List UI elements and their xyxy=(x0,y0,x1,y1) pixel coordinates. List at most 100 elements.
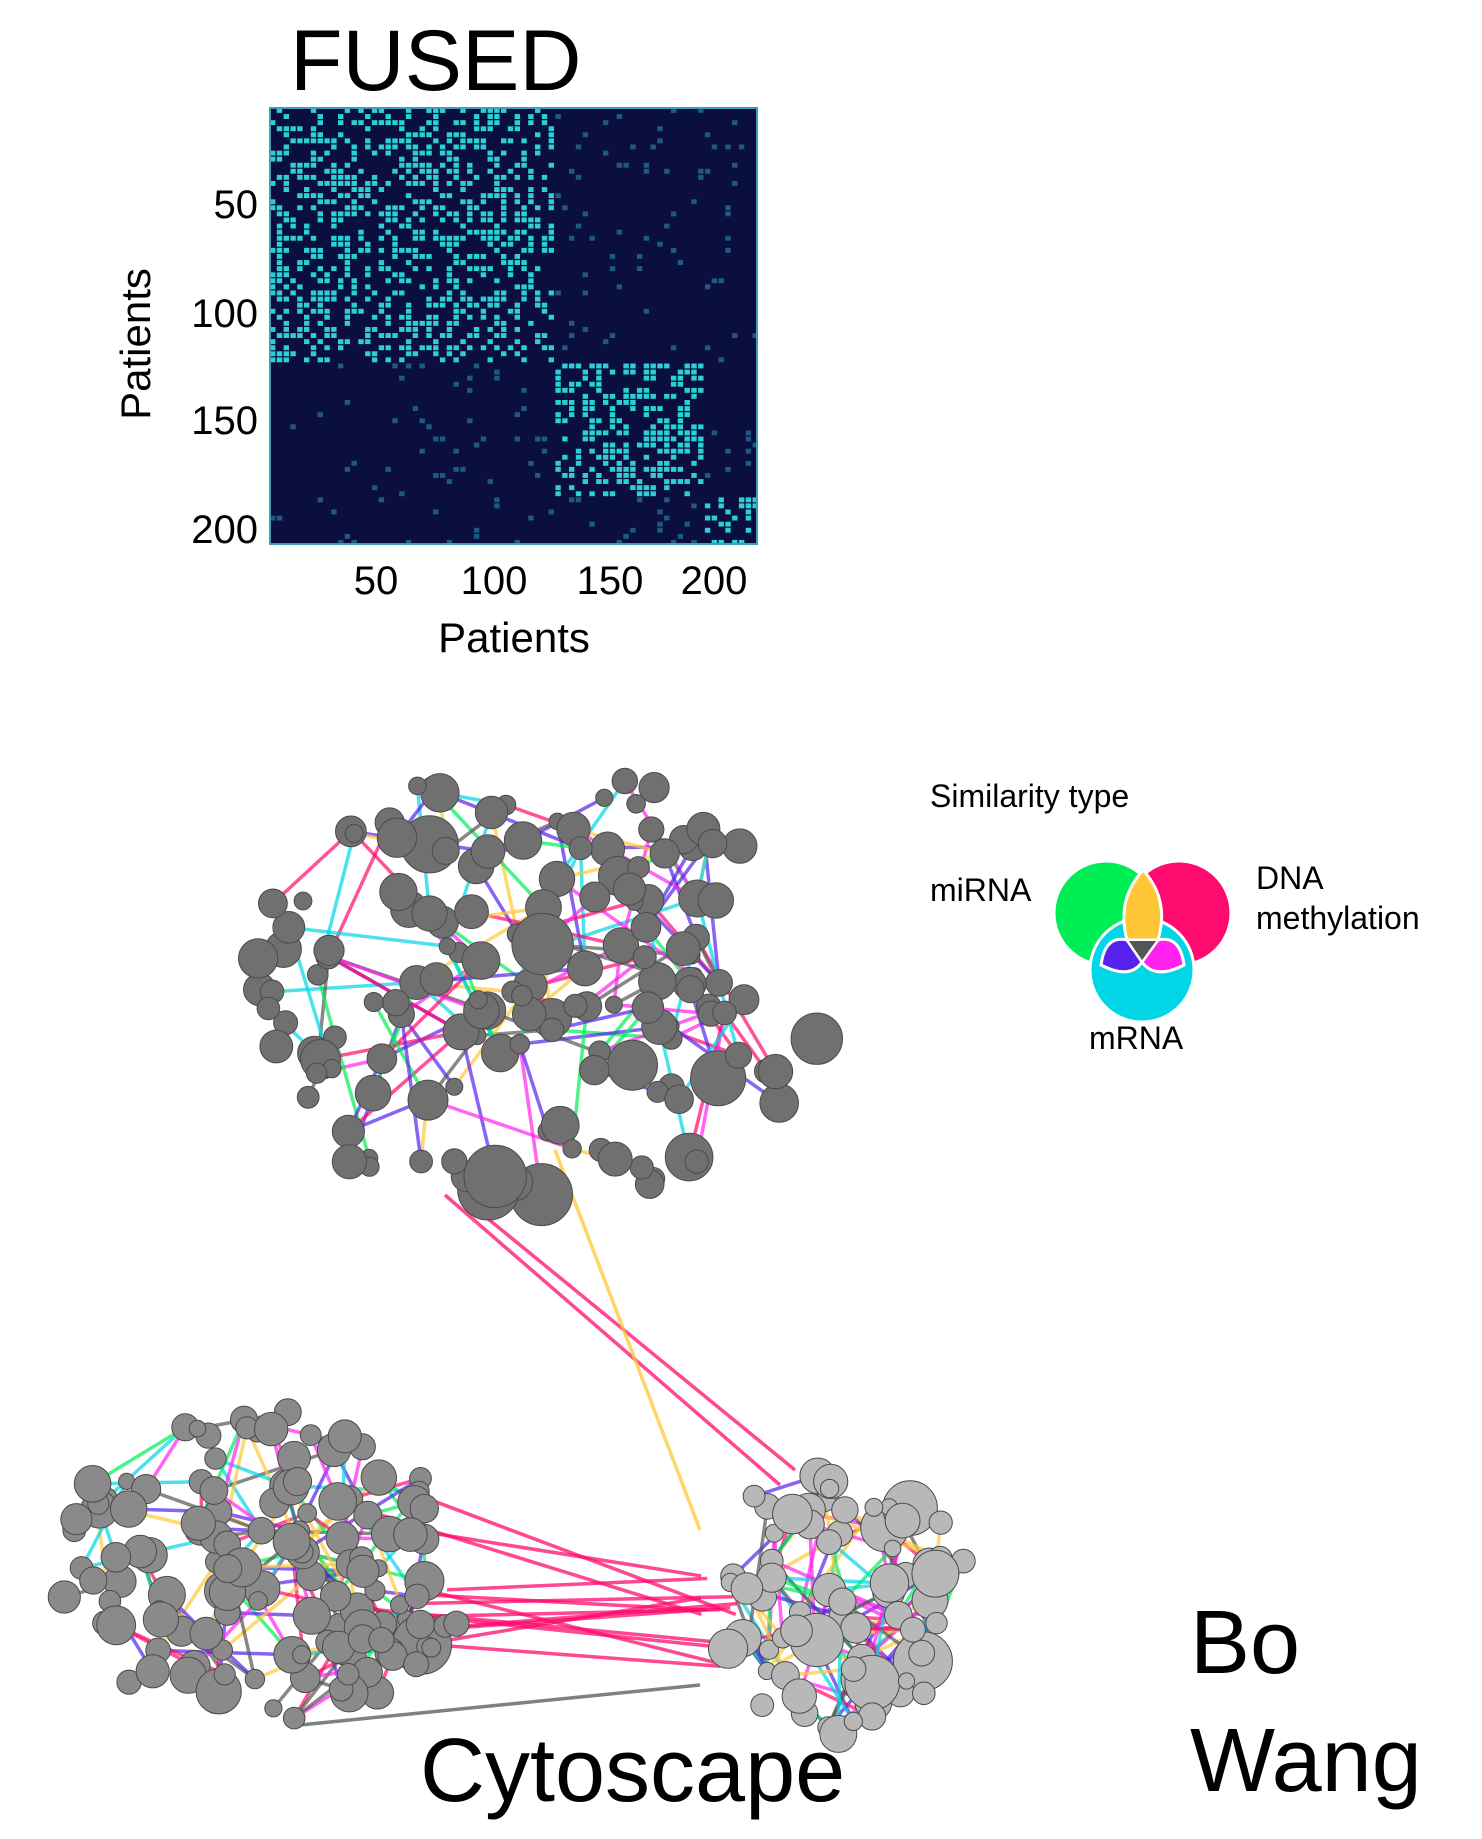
heatmap-cell xyxy=(541,235,548,241)
heatmap-cell xyxy=(276,260,283,265)
heatmap-cell xyxy=(494,497,500,503)
heatmap-cell xyxy=(338,114,344,119)
network-node xyxy=(563,993,588,1018)
heatmap-cell xyxy=(562,400,568,405)
heatmap-cell xyxy=(514,308,520,314)
heatmap-cell xyxy=(480,266,487,272)
heatmap-cell xyxy=(283,308,289,314)
heatmap-cell xyxy=(371,314,378,320)
heatmap-cell xyxy=(555,381,561,387)
heatmap-cell xyxy=(338,168,344,174)
heatmap-cell xyxy=(745,515,752,521)
network-node xyxy=(568,836,593,861)
heatmap-cell xyxy=(582,406,588,411)
network-node xyxy=(831,1496,859,1524)
network-node xyxy=(331,1114,365,1149)
heatmap-cell xyxy=(582,436,588,442)
heatmap-cell xyxy=(385,114,391,119)
x-tick-label: 50 xyxy=(354,559,399,603)
heatmap-cell xyxy=(385,229,391,235)
heatmap-cell xyxy=(643,430,650,436)
heatmap-cell xyxy=(399,327,405,332)
heatmap-cell xyxy=(514,120,520,126)
heatmap-cell xyxy=(684,406,690,411)
heatmap-cell xyxy=(535,436,541,442)
heatmap-cell xyxy=(616,400,622,405)
heatmap-cell xyxy=(378,333,385,338)
heatmap-cell xyxy=(555,466,561,472)
heatmap-cell xyxy=(297,235,303,241)
heatmap-cell xyxy=(460,120,466,126)
inter-cluster-edge xyxy=(299,1683,701,1727)
heatmap-cell xyxy=(732,120,738,126)
heatmap-cell xyxy=(507,138,514,144)
heatmap-cell xyxy=(297,162,303,168)
heatmap-cell xyxy=(603,442,609,448)
heatmap-cell xyxy=(392,241,398,247)
heatmap-cell xyxy=(677,448,684,454)
heatmap-cell xyxy=(657,436,663,442)
heatmap-cell xyxy=(365,272,371,278)
heatmap-cell xyxy=(405,339,412,345)
heatmap-cell xyxy=(494,247,500,253)
heatmap-chart: 50 100 150 200 50 100 150 200 Patients P… xyxy=(112,107,758,661)
heatmap-cell xyxy=(371,174,378,180)
heatmap-cell xyxy=(745,448,752,454)
heatmap-cell xyxy=(419,235,425,241)
network-nodes xyxy=(47,767,976,1753)
heatmap-cell xyxy=(487,156,493,162)
heatmap-cell xyxy=(528,199,534,205)
heatmap-cell xyxy=(317,320,323,326)
network-node xyxy=(421,1637,442,1658)
heatmap-cell xyxy=(433,314,439,320)
heatmap-cell xyxy=(691,393,697,399)
heatmap-cell xyxy=(494,223,500,229)
heatmap-cell xyxy=(419,320,425,326)
heatmap-cell xyxy=(385,357,391,363)
heatmap-cell xyxy=(371,485,378,491)
heatmap-cell xyxy=(270,339,276,345)
heatmap-cell xyxy=(304,357,310,363)
heatmap-cell xyxy=(698,387,704,393)
heatmap-cell xyxy=(331,138,337,144)
heatmap-cell xyxy=(501,254,507,259)
heatmap-cell xyxy=(460,308,466,314)
heatmap-cell xyxy=(514,436,520,442)
heatmap-cell xyxy=(426,333,432,338)
heatmap-cell xyxy=(453,120,459,126)
heatmap-cell xyxy=(487,296,493,302)
heatmap-cell xyxy=(569,400,575,405)
heatmap-cell xyxy=(317,308,323,314)
heatmap-cell xyxy=(467,254,473,259)
heatmap-cell xyxy=(433,138,439,144)
heatmap-cell xyxy=(521,284,527,290)
author-last-name: Wang xyxy=(1190,1711,1422,1811)
heatmap-cell xyxy=(446,272,453,278)
heatmap-cell xyxy=(399,126,405,132)
heatmap-cell xyxy=(467,345,473,351)
heatmap-cell xyxy=(684,491,690,497)
heatmap-cell xyxy=(630,460,636,466)
heatmap-cell xyxy=(276,290,283,296)
heatmap-cell xyxy=(433,473,439,478)
heatmap-cell xyxy=(630,406,636,411)
heatmap-cell xyxy=(643,454,650,460)
heatmap-cell xyxy=(392,138,398,144)
heatmap-cell xyxy=(698,363,704,369)
heatmap-cell xyxy=(276,126,283,132)
heatmap-cell xyxy=(514,174,520,180)
heatmap-cell xyxy=(636,485,643,491)
heatmap-cell xyxy=(433,302,439,308)
network-node xyxy=(468,990,488,1010)
heatmap-cell xyxy=(752,497,758,503)
network-node xyxy=(353,1500,383,1530)
heatmap-cell xyxy=(494,114,500,119)
heatmap-cell xyxy=(562,205,568,211)
heatmap-cell xyxy=(501,260,507,265)
heatmap-cell xyxy=(385,466,391,472)
heatmap-cell xyxy=(433,284,439,290)
heatmap-cell xyxy=(487,266,493,272)
heatmap-cell xyxy=(698,174,704,180)
heatmap-cell xyxy=(494,333,500,338)
heatmap-cell xyxy=(412,235,419,241)
